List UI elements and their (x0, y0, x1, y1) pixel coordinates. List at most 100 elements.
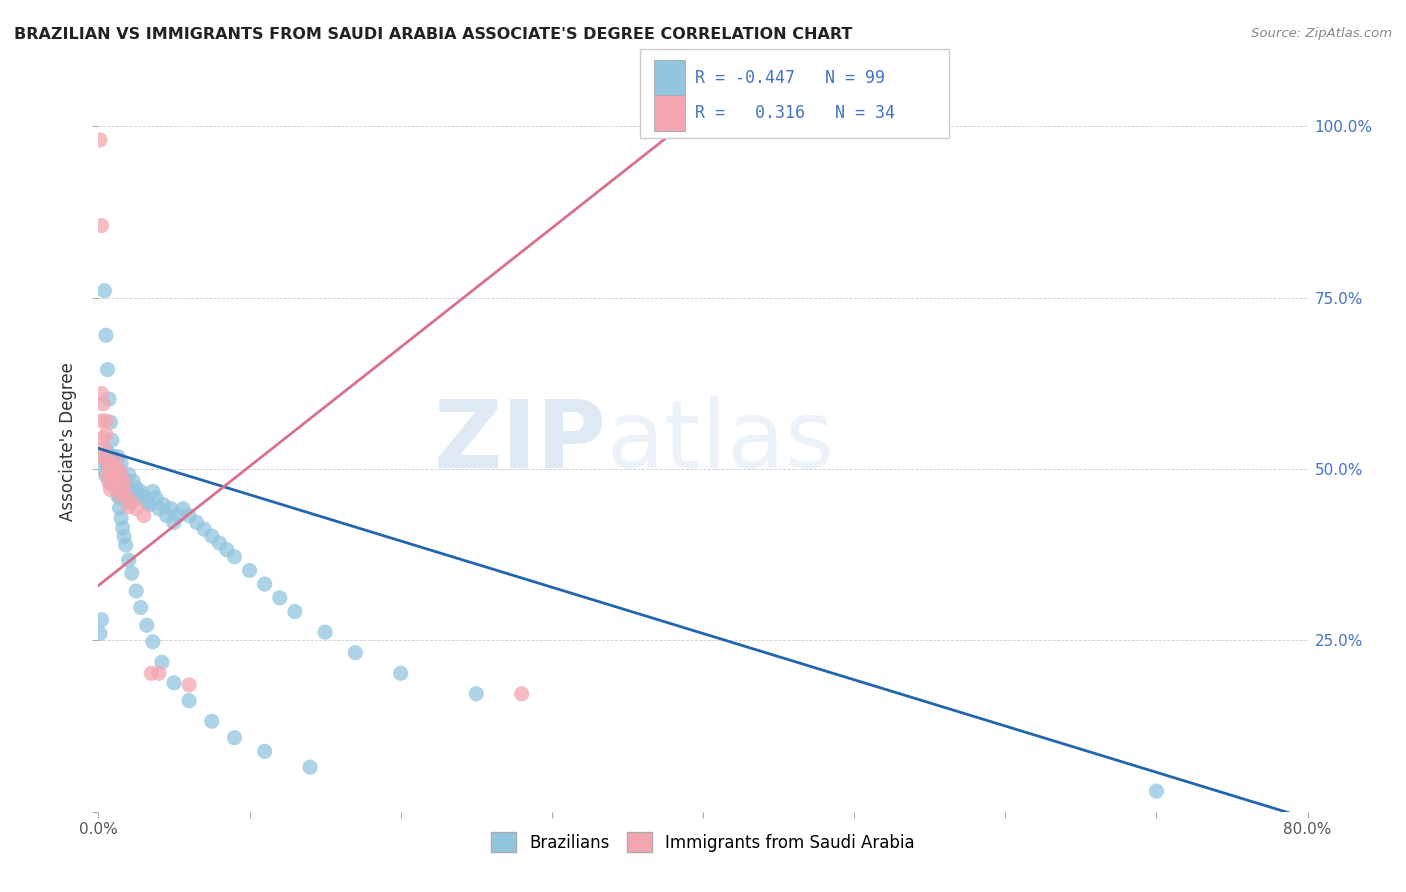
Point (122, 475, 145, 489)
Point (93, 448, 115, 462)
Point (114, 538, 136, 552)
Point (94, 328, 117, 343)
Point (98, 475, 121, 490)
Point (107, 450, 129, 464)
Point (112, 472, 135, 486)
Point (101, 433, 124, 447)
Point (118, 500, 141, 514)
Point (103, 457, 125, 471)
Point (101, 450, 124, 464)
Point (125, 501, 148, 516)
Point (98, 392, 121, 406)
Point (284, 605, 307, 619)
Point (224, 731, 246, 745)
Point (114, 488, 136, 502)
Point (98, 458, 121, 473)
Point (104, 452, 127, 467)
Point (125, 584, 148, 599)
Point (253, 744, 276, 758)
Point (89, 448, 111, 462)
Point (105, 477, 128, 491)
Point (224, 549, 246, 564)
Point (112, 530, 135, 544)
Point (94, 427, 117, 442)
Point (90, 386, 112, 401)
Point (142, 484, 165, 499)
Point (172, 501, 194, 516)
Point (135, 618, 157, 632)
Point (152, 498, 174, 512)
Point (100, 483, 122, 497)
Point (179, 694, 201, 708)
Point (90, 414, 112, 428)
Point (150, 655, 173, 669)
Point (389, 666, 412, 681)
Point (510, 687, 533, 701)
Point (201, 714, 224, 729)
Point (100, 475, 122, 490)
Point (118, 553, 141, 567)
Point (94, 468, 117, 483)
Point (124, 492, 146, 507)
Point (103, 478, 125, 492)
Point (90, 219, 112, 233)
Legend: Brazilians, Immigrants from Saudi Arabia: Brazilians, Immigrants from Saudi Arabia (485, 825, 921, 859)
Point (314, 625, 336, 640)
Point (101, 466, 124, 480)
Point (163, 516, 186, 530)
Point (132, 508, 155, 523)
Point (129, 600, 152, 615)
Point (167, 508, 190, 523)
Point (253, 577, 276, 591)
Point (111, 492, 134, 507)
Point (96, 455, 118, 469)
Point (104, 455, 127, 469)
Point (98, 448, 121, 462)
Point (299, 760, 322, 774)
Point (111, 521, 134, 535)
Point (96, 362, 118, 376)
Point (112, 475, 135, 490)
Point (90, 613, 112, 627)
Point (91, 462, 114, 476)
Point (121, 484, 143, 499)
Text: atlas: atlas (606, 395, 835, 488)
Y-axis label: Associate's Degree: Associate's Degree (59, 362, 77, 521)
Point (269, 591, 291, 605)
Point (186, 516, 208, 530)
Point (91, 397, 114, 411)
Point (120, 495, 142, 509)
Point (105, 483, 128, 497)
Point (103, 450, 125, 464)
Point (129, 484, 152, 499)
Point (101, 468, 124, 483)
Text: BRAZILIAN VS IMMIGRANTS FROM SAUDI ARABIA ASSOCIATE'S DEGREE CORRELATION CHART: BRAZILIAN VS IMMIGRANTS FROM SAUDI ARABI… (14, 27, 852, 42)
Text: R = -0.447   N = 99: R = -0.447 N = 99 (695, 69, 884, 87)
Point (148, 666, 170, 681)
Point (1144, 784, 1167, 798)
Point (208, 536, 231, 550)
Point (98, 472, 121, 486)
Point (139, 498, 162, 512)
Point (155, 508, 177, 523)
Point (239, 563, 262, 577)
Text: R =   0.316   N = 34: R = 0.316 N = 34 (695, 104, 894, 122)
Point (100, 462, 122, 476)
Point (127, 488, 149, 502)
Point (89, 133, 111, 147)
Point (179, 678, 201, 692)
Point (108, 501, 131, 516)
Point (344, 646, 367, 660)
Point (100, 415, 122, 429)
Point (100, 466, 122, 480)
Point (94, 455, 117, 469)
Point (105, 475, 128, 489)
Point (125, 481, 148, 495)
Point (94, 414, 117, 428)
Point (121, 566, 143, 581)
Point (160, 501, 183, 516)
Point (201, 529, 224, 543)
Point (107, 462, 129, 476)
Point (110, 457, 132, 471)
Point (103, 470, 125, 484)
